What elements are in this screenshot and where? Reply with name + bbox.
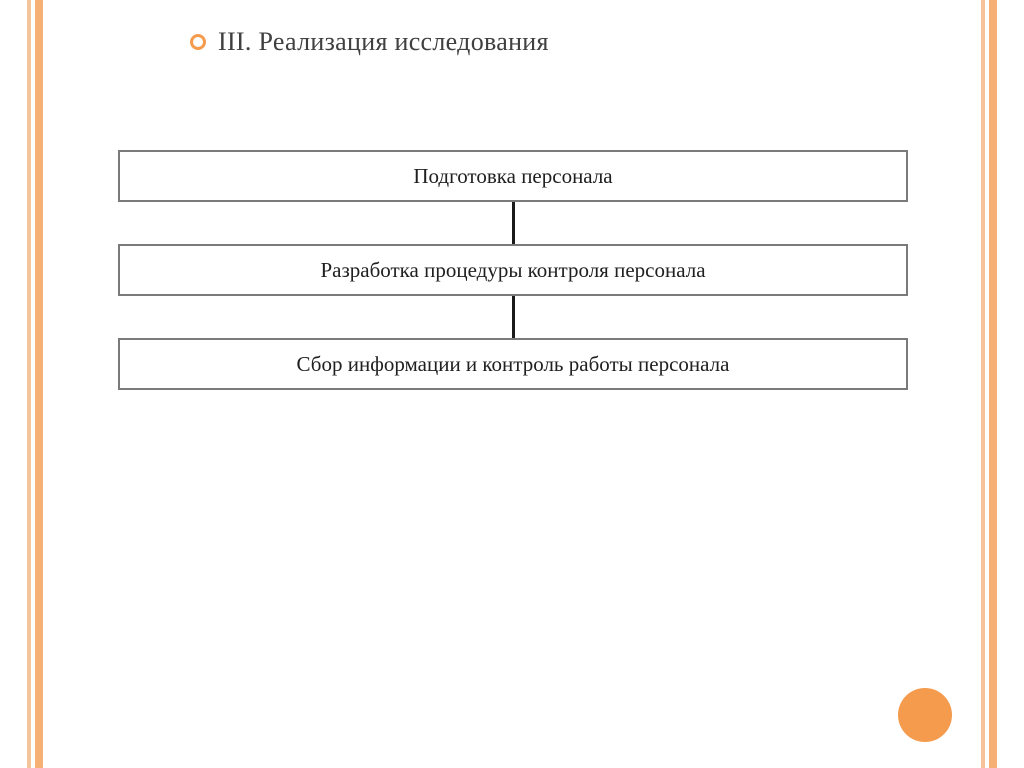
accent-stripe xyxy=(989,0,997,768)
flow-connector xyxy=(512,202,515,244)
corner-circle-icon xyxy=(898,688,952,742)
slide-canvas: III. Реализация исследования Подготовка … xyxy=(0,0,1024,768)
flow-connector xyxy=(512,296,515,338)
bullet-ring-icon xyxy=(190,34,206,50)
flow-node: Разработка процедуры контроля персонала xyxy=(118,244,908,296)
accent-stripe xyxy=(981,0,985,768)
flow-node: Сбор информации и контроль работы персон… xyxy=(118,338,908,390)
flow-node-label: Сбор информации и контроль работы персон… xyxy=(297,352,730,377)
flow-node: Подготовка персонала xyxy=(118,150,908,202)
slide-title-row: III. Реализация исследования xyxy=(190,27,549,57)
slide-title: III. Реализация исследования xyxy=(218,27,549,57)
accent-stripe xyxy=(27,0,31,768)
accent-stripe xyxy=(35,0,43,768)
flow-node-label: Подготовка персонала xyxy=(413,164,612,189)
flowchart: Подготовка персонала Разработка процедур… xyxy=(118,150,908,390)
flow-node-label: Разработка процедуры контроля персонала xyxy=(320,258,705,283)
